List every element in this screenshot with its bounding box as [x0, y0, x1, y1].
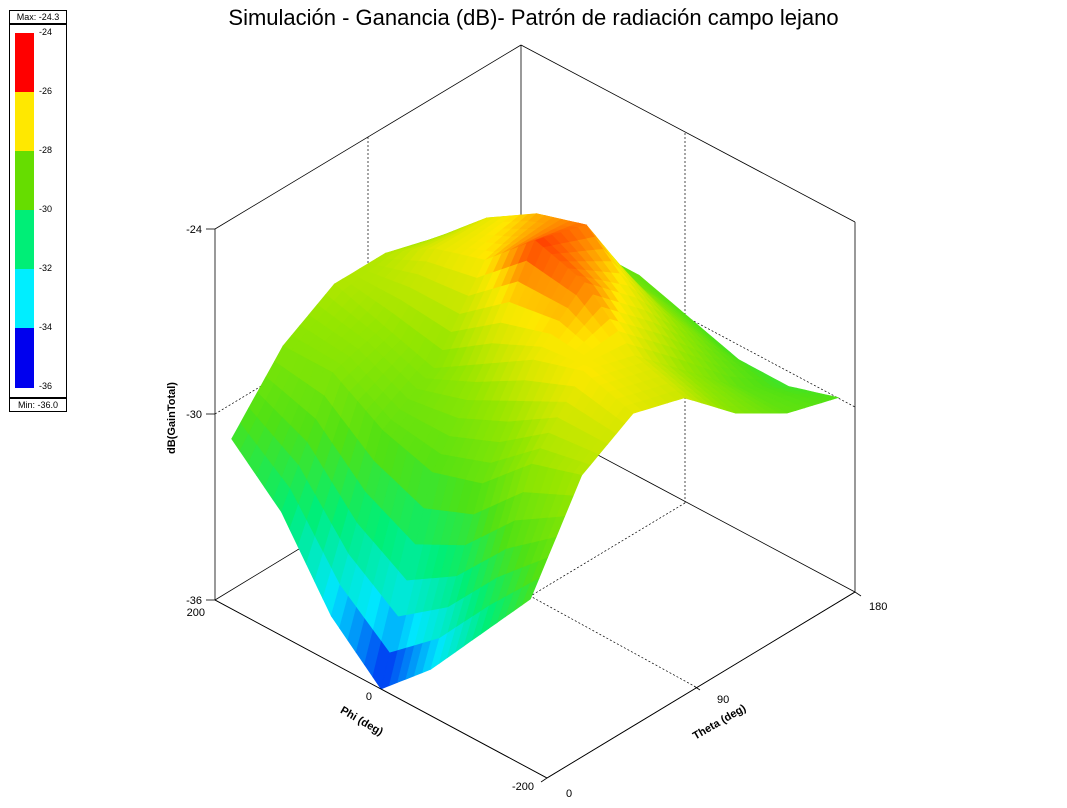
legend-tick: -24 — [39, 27, 53, 37]
legend-min-label: Min: -36.0 — [9, 398, 67, 412]
legend-tick: -32 — [39, 263, 53, 273]
legend-tick: -30 — [39, 204, 53, 214]
tick-mark — [854, 591, 862, 597]
legend-tick: -36 — [39, 381, 53, 391]
legend-tick: -26 — [39, 86, 53, 96]
phi-axis-label: Phi (deg) — [338, 704, 385, 738]
z-tick-bottom: -36 — [186, 595, 202, 607]
z-tick-top: -24 — [186, 224, 202, 236]
axis-box-front — [206, 228, 862, 783]
theta-tick-0: 0 — [566, 788, 572, 800]
theta-axis-label: Theta (deg) — [691, 702, 749, 742]
tick-mark — [693, 685, 701, 691]
phi-tick-200: 200 — [187, 607, 205, 619]
legend-color-bar: -24 -26 -28 -30 -32 -34 -36 — [9, 24, 67, 398]
legend-swatch-5 — [15, 269, 34, 328]
phi-tick-0: 0 — [366, 691, 372, 703]
legend-swatch-1 — [15, 33, 34, 92]
box-edge — [214, 599, 548, 779]
phi-tick-neg200: -200 — [512, 781, 534, 793]
legend-tick: -34 — [39, 322, 53, 332]
legend-swatch-3 — [15, 151, 34, 210]
legend-swatch-2 — [15, 92, 34, 151]
legend-tick: -28 — [39, 145, 53, 155]
gridline — [380, 502, 686, 687]
color-legend: Max: -24.3 -24 -26 -28 -30 -32 -34 -36 M… — [9, 10, 67, 412]
z-tick-mid: -30 — [186, 409, 202, 421]
legend-max-label: Max: -24.3 — [9, 10, 67, 24]
box-edge — [546, 591, 856, 779]
legend-swatch-4 — [15, 210, 34, 269]
legend-swatch-6 — [15, 328, 34, 388]
surface-patch — [521, 577, 540, 606]
box-edge — [520, 44, 856, 223]
theta-tick-90: 90 — [717, 694, 729, 706]
gain-surface — [231, 213, 840, 690]
z-axis-label: dB(GainTotal) — [166, 382, 178, 454]
tick-mark — [540, 777, 548, 783]
theta-tick-180: 180 — [869, 601, 887, 613]
chart-title: Simulación - Ganancia (dB)- Patrón de ra… — [228, 5, 839, 30]
